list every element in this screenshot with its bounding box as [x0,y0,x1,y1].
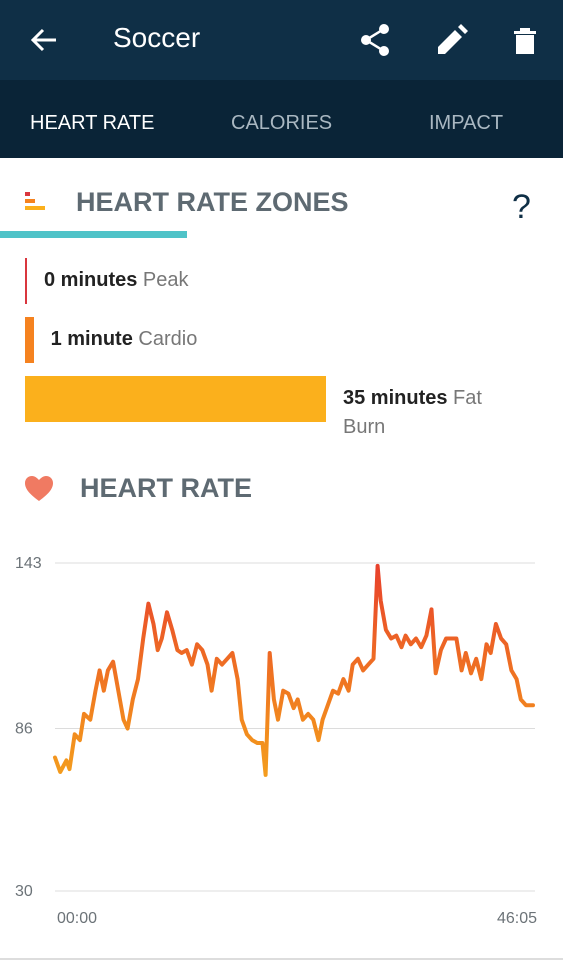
y-tick-label: 30 [15,883,33,900]
tab-indicator [0,231,187,238]
zone-bar [25,258,27,304]
title: Soccer [113,22,201,53]
zone-text: 35 minutes Fat Burn [343,376,513,442]
zone-row: 1 minute Cardio [25,317,221,363]
zone-value: 35 minutes [343,387,448,409]
zone-text: 1 minute Cardio [51,317,221,354]
header-icons [30,24,536,56]
delete-button[interactable] [514,28,536,54]
heart-icon [25,476,53,501]
x-tick-label: 00:00 [57,910,97,927]
section-title: HEART RATE ZONES [76,187,349,217]
zone-value: 0 minutes [44,269,138,291]
tab[interactable]: CALORIES [231,112,333,134]
y-tick-label: 86 [15,720,33,737]
edit-button[interactable] [438,24,468,54]
zone-name: Peak [142,269,189,291]
section-title: HEART RATE [80,473,252,503]
zone-name: Cardio [138,328,198,350]
zone-text: 0 minutes Peak [44,258,214,295]
help-button[interactable]: ? [512,188,531,226]
share-button[interactable] [361,24,389,56]
heart-rate-line [53,563,535,777]
tab[interactable]: IMPACT [429,112,504,134]
zone-bar [25,317,34,363]
zones-icon [25,192,45,210]
tab-bar: HEART RATE CALORIES IMPACT [0,80,563,238]
zone-value: 1 minute [50,328,133,350]
tab[interactable]: HEART RATE [30,112,155,134]
zone-row: 0 minutes Peak [25,258,214,304]
zone-name: Fat Burn [343,387,482,438]
divider [0,958,563,960]
zone-row: 35 minutes Fat Burn [25,376,513,438]
zone-bar [25,376,326,422]
back-button[interactable] [30,28,56,52]
x-tick-label: 46:05 [497,910,537,927]
header: Soccer [0,0,563,80]
y-tick-label: 143 [15,555,42,572]
